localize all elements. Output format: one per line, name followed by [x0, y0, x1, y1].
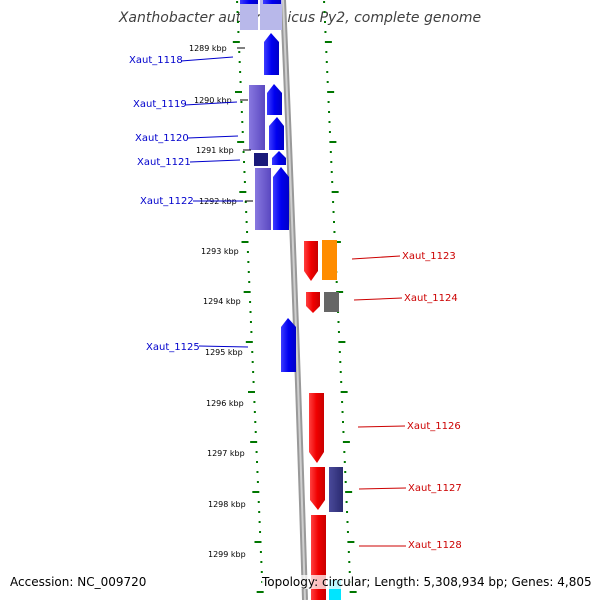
gene-label-xaut-1119[interactable]: Xaut_1119	[133, 99, 187, 110]
genome-stats-text: Topology: circular; Length: 5,308,934 bp…	[262, 575, 592, 589]
gene-xaut-1118	[264, 33, 279, 75]
kbp-label: 1289 kbp	[189, 44, 227, 53]
cog-bar-xaut-1124	[324, 292, 339, 312]
gene-label-xaut-1124[interactable]: Xaut_1124	[404, 293, 458, 304]
gene-label-xaut-1121[interactable]: Xaut_1121	[137, 157, 191, 168]
gene-xaut-1125	[281, 318, 296, 372]
cog-bar-top-left	[240, 0, 258, 30]
cog-bar-xaut-1121	[254, 153, 268, 166]
gene-xaut-1127	[310, 467, 325, 510]
gene-top-left	[240, 0, 258, 4]
gene-xaut-1120	[269, 117, 284, 150]
accession-text: Accession: NC_009720	[10, 575, 147, 589]
kbp-ticks	[237, 47, 253, 202]
kbp-label: 1297 kbp	[207, 449, 245, 458]
cog-bar-xaut-1127	[329, 467, 343, 512]
gene-label-xaut-1123[interactable]: Xaut_1123	[402, 251, 456, 262]
gene-xaut-1124	[306, 292, 320, 313]
genome-title: Xanthobacter autotrophicus Py2, complete…	[118, 10, 482, 26]
gene-xaut-1121	[272, 151, 286, 165]
gene-xaut-1122	[273, 167, 289, 230]
gene-label-xaut-1125[interactable]: Xaut_1125	[146, 342, 200, 353]
cog-bar-top-mid	[260, 0, 282, 30]
gene-label-xaut-1120[interactable]: Xaut_1120	[135, 133, 189, 144]
cog-bar-xaut-1122	[255, 168, 271, 230]
gene-label-xaut-1126[interactable]: Xaut_1126	[407, 421, 461, 432]
gene-xaut-1119	[267, 84, 282, 115]
kbp-label: 1299 kbp	[208, 550, 246, 559]
kbp-label: 1294 kbp	[203, 297, 241, 306]
cog-bar-xaut-1119	[249, 85, 265, 150]
left-gene-labels: Xaut_1118 Xaut_1119 Xaut_1120 Xaut_1121 …	[129, 55, 249, 353]
kbp-label: 1298 kbp	[208, 500, 246, 509]
gene-xaut-1123	[304, 241, 318, 281]
gene-label-xaut-1127[interactable]: Xaut_1127	[408, 483, 462, 494]
kbp-label: 1296 kbp	[206, 399, 244, 408]
gene-xaut-1126	[309, 393, 324, 463]
kbp-label: 1293 kbp	[201, 247, 239, 256]
gene-label-xaut-1122[interactable]: Xaut_1122	[140, 196, 194, 207]
cog-bar-xaut-1123	[322, 240, 337, 280]
gene-label-xaut-1118[interactable]: Xaut_1118	[129, 55, 183, 66]
gene-label-xaut-1128[interactable]: Xaut_1128	[408, 540, 462, 551]
kbp-label: 1295 kbp	[205, 348, 243, 357]
kbp-label: 1290 kbp	[194, 96, 232, 105]
kbp-label: 1291 kbp	[196, 146, 234, 155]
kbp-scale: 1289 kbp 1290 kbp 1291 kbp 1292 kbp 1293…	[189, 44, 246, 559]
right-gene-labels: Xaut_1123 Xaut_1124 Xaut_1126 Xaut_1127 …	[351, 251, 462, 551]
gene-top-mid	[263, 0, 281, 4]
